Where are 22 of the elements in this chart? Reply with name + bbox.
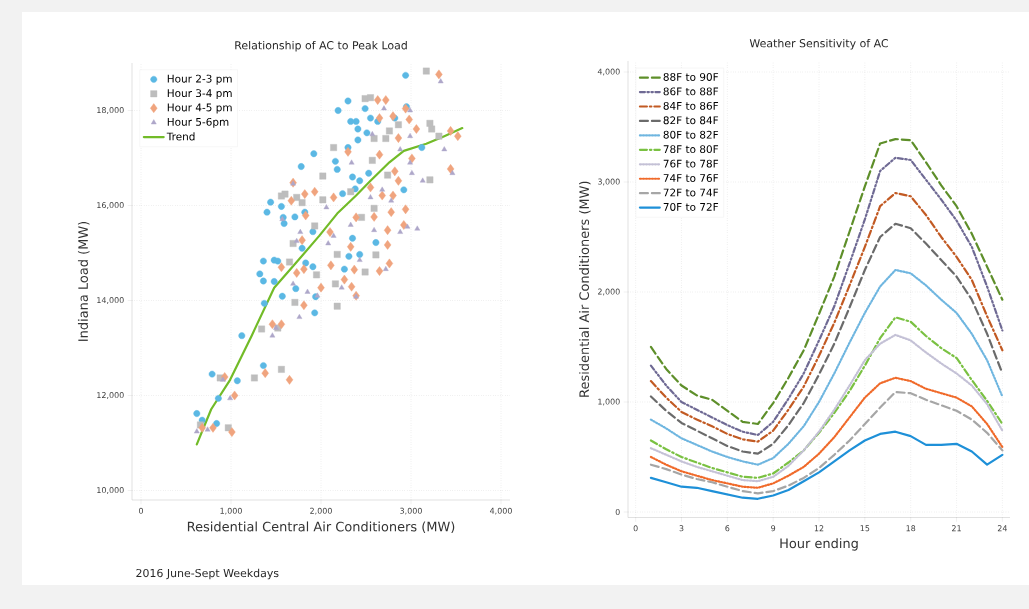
legend-label: 70F to 72F — [663, 202, 719, 211]
legend-label: Trend — [166, 132, 195, 141]
chart-title: Relationship of AC to Peak Load — [235, 40, 407, 52]
legend-label: 74F to 76F — [663, 174, 719, 182]
legend-label: Hour 3-4 pm — [167, 89, 232, 100]
legend-label: 78F to 80F — [663, 145, 719, 154]
legend-label: 72F to 74F — [663, 188, 719, 197]
x-axis-title: Residential Central Air Conditioners (MW) — [187, 521, 455, 533]
legend-label: 76F to 78F — [663, 159, 719, 168]
legend-label: Hour 5-6pm — [167, 117, 229, 128]
x-axis-title: Hour ending — [780, 538, 858, 551]
legend-label: 88F to 90F — [663, 73, 719, 81]
legend-label: Hour 4-5 pm — [167, 103, 232, 114]
legend-label: 86F to 88F — [663, 87, 719, 96]
y-axis-title: Indiana Load (MW) — [77, 221, 90, 341]
legend-label: 84F to 86F — [663, 101, 719, 110]
y-axis-title: Residential Air Conditioners (MW) — [579, 181, 591, 397]
legend-label: 80F to 82F — [663, 130, 719, 139]
legend-label: Hour 2-3 pm — [167, 74, 232, 85]
chart-title: Weather Sensitivity of AC — [749, 38, 888, 50]
text: 2016 June-Sept Weekdays — [136, 568, 279, 580]
legend-label: 82F to 84F — [663, 116, 719, 125]
